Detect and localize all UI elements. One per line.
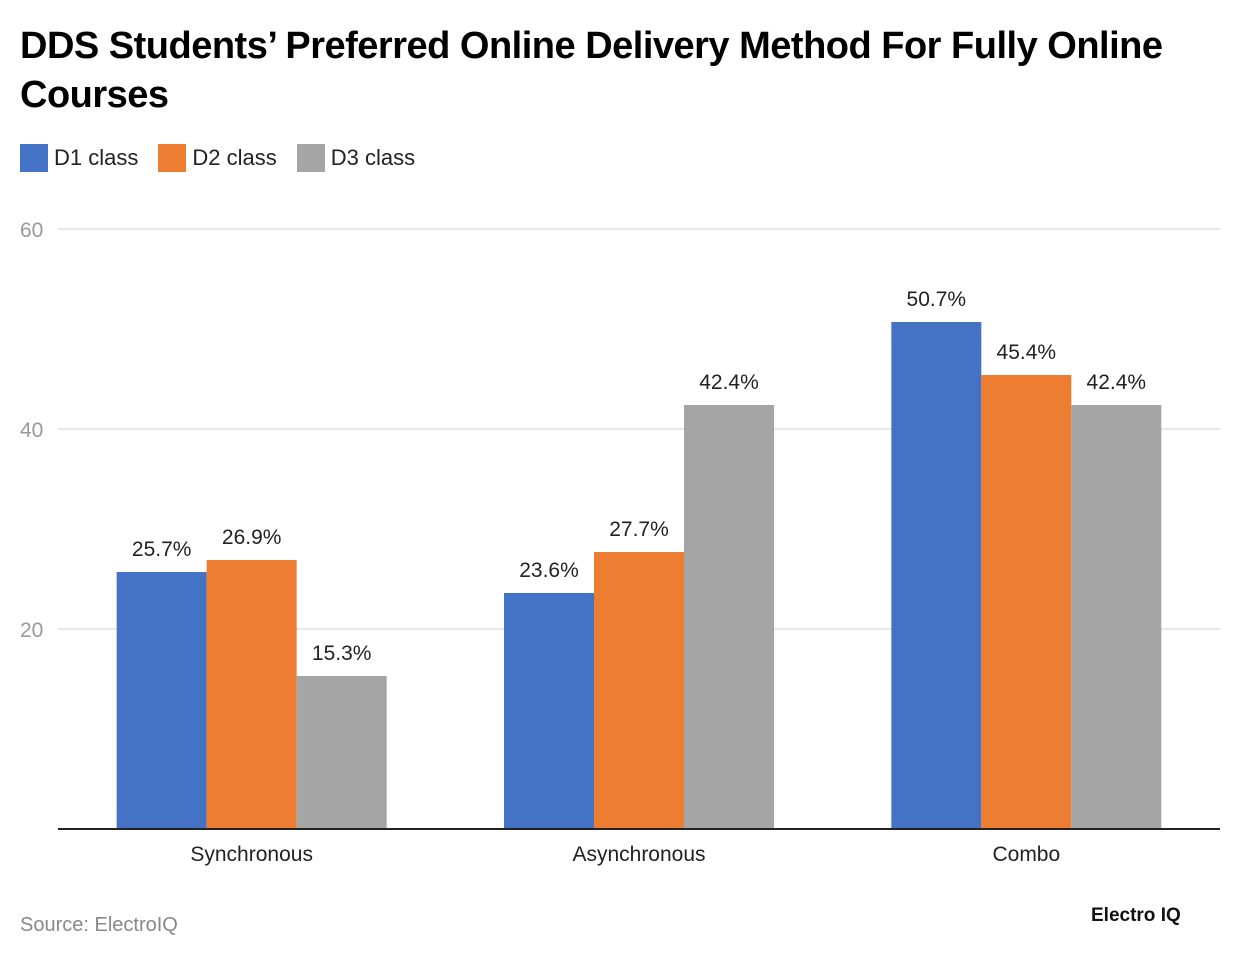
- legend-swatch: [158, 144, 187, 172]
- bar: [116, 572, 207, 829]
- data-label: 42.4%: [699, 371, 759, 394]
- y-tick-label: 40: [20, 419, 43, 442]
- logo: Electro IQ: [1091, 905, 1181, 926]
- legend-label: D3 class: [330, 145, 416, 170]
- source-note: Source: ElectroIQ: [20, 914, 178, 936]
- bar: [206, 560, 297, 829]
- data-label: 42.4%: [1087, 371, 1147, 394]
- legend-item: D1 class: [20, 144, 138, 172]
- bar: [594, 552, 684, 829]
- legend-item: D2 class: [158, 144, 277, 172]
- legend: D1 class D2 class D3 class: [20, 144, 435, 172]
- chart-title: DDS Students’ Preferred Online Delivery …: [20, 25, 1163, 116]
- bar: [891, 322, 982, 829]
- x-tick-label: Asynchronous: [572, 843, 705, 866]
- data-label: 45.4%: [997, 341, 1057, 364]
- data-label: 15.3%: [312, 642, 372, 665]
- legend-item: D3 class: [296, 144, 416, 172]
- bar: [981, 375, 1072, 829]
- bar: [1071, 405, 1162, 829]
- legend-swatch: [20, 144, 48, 172]
- bar: [684, 405, 774, 829]
- legend-label: D1 class: [54, 145, 139, 170]
- bar: [296, 676, 387, 829]
- y-tick-label: 60: [20, 219, 43, 242]
- data-label: 25.7%: [132, 538, 192, 561]
- legend-swatch: [296, 144, 325, 172]
- bar: [504, 593, 594, 829]
- data-label: 23.6%: [519, 559, 579, 582]
- y-tick-label: 20: [20, 619, 43, 642]
- data-label: 50.7%: [907, 288, 967, 311]
- data-label: 27.7%: [609, 518, 669, 541]
- x-tick-label: Combo: [992, 843, 1060, 866]
- legend-label: D2 class: [192, 145, 277, 170]
- x-tick-label: Synchronous: [190, 843, 313, 866]
- data-label: 26.9%: [222, 526, 282, 549]
